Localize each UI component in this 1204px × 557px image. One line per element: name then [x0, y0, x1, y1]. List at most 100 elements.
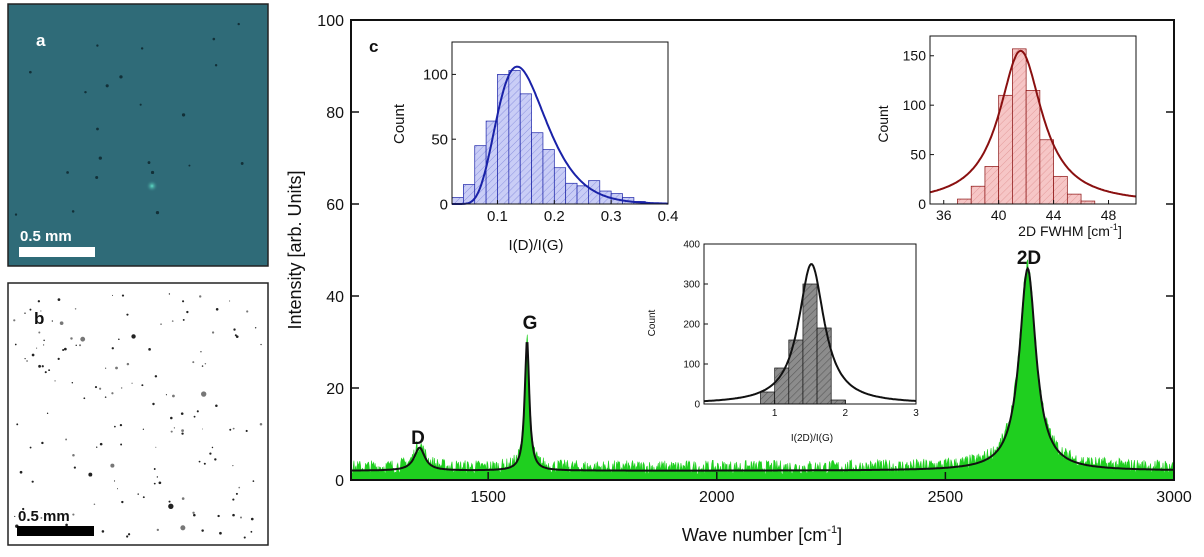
histogram-bar	[1039, 139, 1054, 205]
x-tick-label: 3000	[1156, 489, 1192, 506]
panel-a-speck	[29, 70, 32, 74]
histogram-bar	[531, 132, 544, 205]
panel-b-speck	[79, 344, 82, 347]
inset-y-tick-label: 100	[903, 97, 927, 113]
panel-b-speck	[38, 331, 41, 334]
inset-i2d-ig-plot: 1 2 3 0 100 200 300 400	[683, 240, 919, 420]
panel-b-label: b	[34, 309, 44, 328]
panel-b-speck	[137, 493, 139, 495]
panel-b-speck	[31, 480, 34, 483]
histogram-fit-line	[929, 49, 1137, 198]
panel-b-speck	[88, 472, 93, 477]
panel-b-speck	[181, 497, 185, 500]
panel-b-speck	[215, 307, 219, 311]
panel-b-speck	[193, 513, 196, 517]
panel-b-speck	[54, 380, 56, 382]
panel-b-speck	[235, 492, 238, 495]
panel-b-speck	[198, 460, 201, 463]
inset-y-tick-label: 50	[431, 131, 448, 148]
panel-b-speck	[26, 360, 28, 362]
panel-b-scale-bar	[17, 526, 94, 536]
panel-b-speck	[141, 384, 144, 387]
panel-a-bright-spot	[146, 180, 158, 192]
panel-b-speck	[217, 514, 220, 518]
panel-b-speck	[22, 507, 25, 511]
panel-b-speck	[180, 525, 186, 531]
histogram-bar	[508, 70, 521, 205]
panel-b-speck	[19, 470, 23, 474]
panel-b-speck	[170, 416, 173, 420]
panel-b-speck	[31, 353, 35, 357]
panel-b-speck	[29, 446, 32, 449]
panel-a-speck	[105, 84, 109, 88]
panel-b-speck	[104, 396, 107, 398]
panel-b-speck	[40, 516, 43, 519]
panel-b-speck	[192, 361, 195, 364]
inset-x-tick-label: 36	[936, 207, 952, 223]
panel-b-speck	[121, 500, 124, 504]
y-tick-label: 100	[317, 13, 344, 30]
panel-b-speck	[131, 334, 136, 339]
panel-b-speck	[234, 334, 237, 337]
y-tick-label: 0	[335, 473, 344, 490]
peak-label-2d: 2D	[1017, 248, 1041, 269]
panel-b-speck	[99, 387, 102, 390]
inset-x-tick-label: 48	[1101, 207, 1117, 223]
inset-x-tick-label: 2	[843, 408, 849, 419]
panel-b-speck	[243, 536, 246, 539]
panel-b-speck	[142, 428, 145, 430]
panel-b-speck	[72, 454, 75, 457]
x-tick-label: 1500	[470, 489, 506, 506]
histogram-bar	[998, 94, 1013, 205]
histogram-fit-line	[704, 263, 917, 403]
panel-b-speck	[119, 423, 123, 427]
inset-x-tick-label: 40	[991, 207, 1007, 223]
panel-b-speck	[155, 446, 157, 448]
panel-b-speck	[160, 323, 162, 325]
panel-b-speck	[96, 446, 98, 448]
inset-x-tick-label: 0.4	[658, 208, 679, 225]
panel-b-speck	[111, 347, 114, 350]
inset-i2d-ig-y-label: Count	[647, 309, 658, 336]
inset-x-tick-label: 44	[1046, 207, 1062, 223]
inset-id-ig-y-label: Count	[391, 103, 408, 144]
panel-b-speck	[111, 392, 114, 395]
panel-b-speck	[229, 428, 232, 431]
main-plot-area	[350, 259, 1175, 481]
panel-b-speck	[252, 480, 255, 482]
inset-2d-fwhm-plot: 36 40 44 48 0 50 100 150	[903, 35, 1137, 223]
inset-i2d-ig-x-label: I(2D)/I(G)	[791, 433, 833, 444]
panel-b-speck	[126, 535, 129, 538]
panel-b-speck	[43, 344, 45, 346]
panel-b-speck	[51, 320, 54, 322]
panel-b-speck	[156, 476, 159, 478]
panel-b-speck	[209, 452, 212, 455]
panel-b-speck	[131, 382, 133, 384]
panel-a-speck	[212, 37, 216, 41]
panel-b-speck	[246, 310, 249, 313]
panel-b-speck	[153, 468, 156, 470]
inset-frame	[929, 35, 1137, 205]
panel-b-speck	[232, 427, 235, 430]
x-tick-label: 2500	[928, 489, 964, 506]
panel-a-speck	[181, 113, 186, 117]
panel-b-speck	[74, 308, 77, 310]
panel-b-speck	[36, 347, 38, 349]
inset-x-tick-label: 0.2	[544, 208, 565, 225]
panel-b-speck	[172, 394, 175, 398]
panel-a-speck	[155, 211, 160, 215]
panel-b-speck	[65, 523, 68, 527]
inset-y-tick-label: 0	[694, 400, 700, 411]
panel-b-speck	[186, 310, 189, 314]
panel-b-speck	[245, 429, 248, 433]
panel-b-specks	[13, 293, 263, 539]
panel-b-speck	[260, 343, 262, 346]
inset-2d-fwhm: 36 40 44 48 0 50 100 150 2D FWHM [cm-1] Count	[875, 35, 1137, 239]
panel-b-speck	[214, 458, 217, 461]
panel-b-speck	[83, 397, 86, 400]
histogram-bar	[519, 93, 532, 205]
panel-b-speck	[14, 515, 16, 518]
histogram-bar	[984, 166, 1000, 205]
